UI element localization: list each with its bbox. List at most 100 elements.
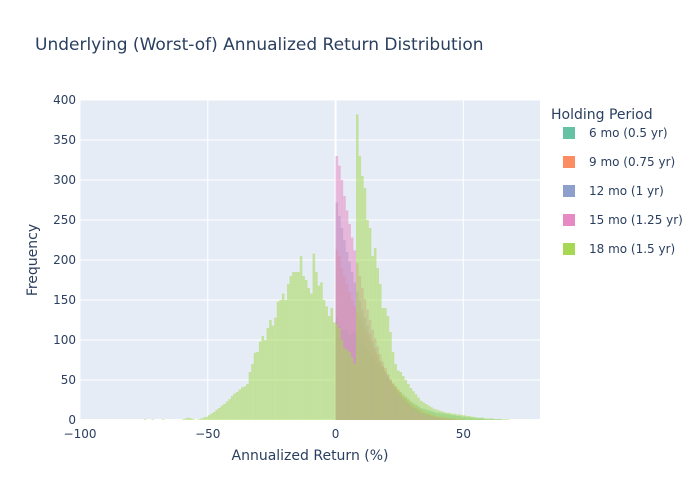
histogram-bar [302,276,305,420]
histogram-bar [506,419,510,420]
histogram-bar [218,408,221,420]
histogram-bar [289,276,293,420]
histogram-bar [348,352,351,420]
histogram-bar [453,413,456,420]
histogram-bar [251,364,254,420]
histogram-bar [215,409,218,420]
histogram-bar [207,415,211,420]
legend-swatch [563,214,575,226]
histogram-bar [279,300,282,420]
histogram-bar [343,196,346,420]
histogram-bar [243,386,247,420]
chart-title: Underlying (Worst-of) Annualized Return … [35,35,484,55]
histogram-bar [333,322,336,420]
histogram-bar [189,418,193,420]
histogram-bar [384,308,387,420]
histogram-bar [317,285,321,420]
y-tick-label: 300 [53,173,76,187]
legend-swatch [563,243,575,255]
histogram-bar [504,419,507,420]
histogram-bar [261,336,264,420]
histogram-bar [419,400,423,420]
legend-label: 6 mo (0.5 yr) [589,126,668,140]
histogram-bar [417,397,420,420]
histogram-bar [399,372,402,420]
histogram-bar [312,253,316,420]
histogram-bar [187,417,190,420]
histogram-bar [440,411,443,420]
histogram-bar [427,405,431,420]
legend-label: 12 mo (1 yr) [589,184,664,198]
histogram-bar [223,404,226,420]
histogram-bar [258,341,262,420]
histogram-bar [486,418,489,420]
histogram-bar [335,324,339,420]
histogram-bar [248,372,252,420]
legend[interactable]: Holding Period 6 mo (0.5 yr) 9 mo (0.75 y… [551,107,683,256]
histogram-bar [432,408,436,420]
histogram-bar [143,419,147,420]
histogram-bar [256,352,259,420]
histogram-bar [327,316,331,420]
histogram-bar [361,176,364,420]
histogram-bar [202,417,206,420]
histogram-bar [491,418,494,420]
legend-item[interactable]: 6 mo (0.5 yr) [563,126,668,140]
legend-label: 18 mo (1.5 yr) [589,242,675,256]
histogram-bar [478,417,482,420]
histogram-bar [499,419,502,420]
histogram-bar [292,272,295,420]
histogram-bar [276,301,280,420]
y-tick-label: 250 [53,213,76,227]
histogram-bar [151,419,155,420]
histogram-bar [325,306,328,420]
bars-layer [143,114,510,421]
y-tick-label: 200 [53,253,76,267]
histogram-bar [230,396,234,420]
histogram-bar [460,415,464,420]
histogram-bar [184,418,188,420]
histogram-bar [345,349,349,420]
histogram-bar [220,405,224,420]
histogram-bar [437,410,441,420]
x-tick-label: −100 [64,427,97,441]
histogram-bar [396,370,400,420]
histogram-bar [271,325,275,420]
histogram-bar [353,364,356,420]
histogram-bar [212,412,216,420]
histogram-bar [501,419,505,420]
histogram-bar [445,412,448,420]
legend-swatch [563,185,575,197]
histogram-bar [241,387,244,420]
histogram-bar [284,300,287,420]
histogram-bar [409,388,413,420]
histogram-bar [253,352,257,420]
histogram-bar [368,228,372,420]
legend-swatch [563,127,575,139]
legend-item[interactable]: 15 mo (1.25 yr) [563,213,683,227]
histogram-bar [412,391,415,420]
legend-item[interactable]: 9 mo (0.75 yr) [563,155,675,169]
y-tick-label: 350 [53,133,76,147]
series-5 [143,114,510,421]
histogram-bar [200,418,203,420]
histogram-bar [450,413,454,420]
histogram-bar [197,419,201,420]
histogram-bar [294,272,298,420]
histogram-bar [471,416,474,420]
legend-item[interactable]: 12 mo (1 yr) [563,184,664,198]
legend-items[interactable]: 6 mo (0.5 yr) 9 mo (0.75 yr) 12 mo (1 yr) 1… [563,126,683,256]
legend-item[interactable]: 18 mo (1.5 yr) [563,242,675,256]
y-tick-label: 0 [68,413,76,427]
histogram-bar [307,288,310,420]
histogram-bar [269,320,272,420]
histogram-bar [238,389,241,420]
y-tick-label: 100 [53,333,76,347]
histogram-bar [350,237,354,420]
histogram-bar [465,416,469,420]
histogram-bar [371,256,374,420]
legend-label: 15 mo (1.25 yr) [589,213,683,227]
histogram-bar [476,417,479,420]
histogram-bar [345,210,349,420]
